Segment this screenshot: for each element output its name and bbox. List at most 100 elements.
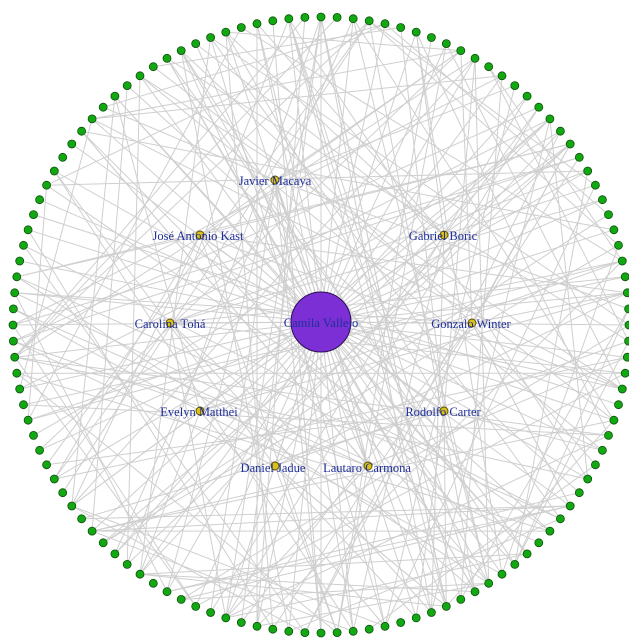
ring-node [122,560,132,569]
ring-node [565,501,575,511]
edge [180,50,290,632]
edge [256,260,623,627]
edge [320,16,447,607]
ring-node [470,53,480,63]
edge [210,37,629,326]
ring-node [206,608,216,617]
ring-node [534,538,544,548]
node-jose-antonio-kast [195,230,205,240]
edge [274,85,515,181]
edge [501,245,619,575]
ring-node [42,460,51,470]
ring-node [497,569,507,579]
edge [62,20,370,493]
ring-node [19,400,28,410]
ring-node [29,430,38,440]
edge [225,434,609,619]
edge [139,321,322,575]
edge [54,356,628,480]
edge [225,465,369,619]
edge [16,372,338,633]
edge [14,356,609,436]
ring-node [510,560,520,569]
ring-node [162,53,172,63]
ring-node [574,488,584,498]
ring-node [176,595,186,604]
ring-node [49,474,59,484]
edge [443,95,528,236]
edge [225,16,322,618]
edge [81,130,369,467]
ring-node [396,618,406,627]
node-daniel-jadue [270,461,280,471]
ring-node [614,240,623,250]
edge [102,244,619,544]
ring-node [614,400,623,410]
ring-node [19,240,28,250]
ring-node [268,16,278,26]
ring-node [426,608,436,617]
label-gabriel-boric: Gabriel Boric [409,229,478,243]
edge [12,156,580,326]
center-node-camila-vallejo [290,291,352,353]
ring-node [77,126,86,136]
ring-node [67,139,77,149]
node-carolina-toha [165,318,175,328]
edge [199,50,462,236]
edge [199,118,551,412]
edge [169,322,432,613]
label-carolina-toha: Carolina Tohá [135,317,206,331]
ring-node [110,91,120,101]
edge [46,184,551,532]
ring-node [534,102,544,112]
ring-node [332,12,342,22]
edge [274,465,447,607]
edge [367,356,628,467]
ring-node [583,166,593,176]
edge [81,130,614,231]
edge [352,18,615,421]
label-gonzalo-winter: Gonzalo Winter [431,317,511,331]
ring-node [622,352,629,362]
edge [415,32,503,575]
ring-node [252,621,262,631]
edge [368,464,596,630]
ring-node [609,225,619,235]
ring-node [364,624,374,634]
edge [13,308,369,467]
edge [27,321,322,421]
ring-node [98,538,108,548]
ring-node [497,71,507,81]
edge [139,553,528,575]
ring-node [545,114,555,124]
ring-node [29,210,38,220]
ring-node [58,152,68,162]
ring-node [135,569,145,579]
ring-node [556,126,565,136]
edge [91,321,322,532]
ring-node [98,102,108,112]
edge [474,58,490,584]
edge [225,31,445,412]
ring-node [604,210,613,220]
ring-node [522,91,532,101]
ring-node [236,618,246,627]
edge [488,66,629,342]
edge [368,20,619,246]
edge [139,573,476,593]
node-evelyn-matthei [195,406,205,416]
edge [471,322,571,507]
edge [46,20,370,466]
edge [225,553,528,619]
edge [274,292,628,467]
node-javier-macaya [270,175,280,185]
ring-node [23,415,33,425]
edge [320,23,386,323]
edge [288,18,589,480]
edge [19,118,551,390]
edge [27,229,322,323]
ring-node [58,488,68,498]
ring-node [87,114,97,124]
edge [14,17,338,358]
ring-node [617,384,627,394]
